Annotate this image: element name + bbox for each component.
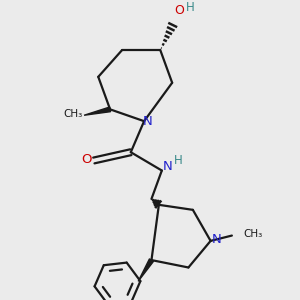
Text: N: N	[212, 232, 221, 246]
Text: CH₃: CH₃	[64, 109, 83, 119]
Text: N: N	[162, 160, 172, 173]
Polygon shape	[138, 259, 154, 281]
Text: O: O	[81, 153, 92, 167]
Text: O: O	[174, 4, 184, 17]
Text: H: H	[174, 154, 183, 167]
Text: CH₃: CH₃	[243, 230, 262, 239]
Text: N: N	[143, 115, 152, 128]
Polygon shape	[84, 107, 111, 115]
Text: H: H	[186, 1, 195, 13]
